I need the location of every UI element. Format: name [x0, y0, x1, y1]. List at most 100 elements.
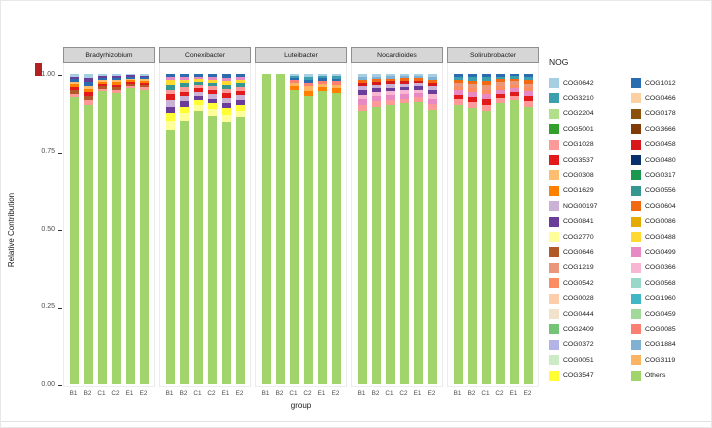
bar-segment: [208, 103, 217, 110]
legend-entry[interactable]: COG0542: [549, 277, 594, 289]
legend-entry-label: COG0642: [563, 79, 594, 87]
legend-entry[interactable]: COG3119: [631, 354, 675, 366]
legend-entry[interactable]: COG0642: [549, 77, 594, 89]
stacked-bar[interactable]: [290, 74, 299, 384]
stacked-bar[interactable]: [468, 74, 477, 384]
bar-segment: [496, 76, 505, 80]
legend-entry[interactable]: COG0372: [549, 339, 594, 351]
stacked-bar[interactable]: [112, 74, 121, 384]
legend-entry[interactable]: COG3537: [549, 154, 594, 166]
stacked-bar[interactable]: [166, 74, 175, 384]
legend-entry[interactable]: COG0444: [549, 308, 594, 320]
facet-panel: [351, 63, 443, 387]
bar-segment: [332, 84, 341, 89]
bar-segment: [332, 88, 341, 93]
legend-entry[interactable]: NOG00197: [549, 200, 597, 212]
stacked-bar[interactable]: [222, 74, 231, 384]
bar-segment: [428, 86, 437, 91]
legend-entry[interactable]: COG1219: [549, 262, 594, 274]
legend-entry[interactable]: COG0604: [631, 200, 676, 212]
stacked-bar[interactable]: [454, 74, 463, 384]
legend-entry[interactable]: COG0480: [631, 154, 676, 166]
bar-segment: [414, 75, 423, 79]
bar-segment: [208, 98, 217, 104]
legend-entry[interactable]: COG2204: [549, 108, 594, 120]
legend-entry[interactable]: COG1028: [549, 139, 594, 151]
legend-entry[interactable]: COG0556: [631, 185, 676, 197]
legend-entry[interactable]: COG0488: [631, 231, 676, 243]
bar-segment: [140, 74, 149, 76]
bar-segment: [304, 82, 313, 87]
stacked-bar[interactable]: [208, 74, 217, 384]
stacked-bar[interactable]: [482, 74, 491, 384]
bar-segment: [454, 90, 463, 95]
legend-entry[interactable]: COG0459: [631, 308, 676, 320]
legend-entry[interactable]: COG2770: [549, 231, 594, 243]
legend-entry[interactable]: COG0646: [549, 246, 594, 258]
stacked-bar[interactable]: [332, 74, 341, 384]
stacked-bar[interactable]: [428, 74, 437, 384]
legend-entry[interactable]: COG0317: [631, 169, 676, 181]
legend-entry[interactable]: COG0841: [549, 216, 594, 228]
legend-entry[interactable]: COG0028: [549, 293, 594, 305]
bar-segment: [126, 74, 135, 76]
legend-entry[interactable]: COG3666: [631, 123, 676, 135]
legend-key-swatch: [631, 293, 641, 304]
stacked-bar[interactable]: [386, 74, 395, 384]
facet-panel: [447, 63, 539, 387]
bar-segment-others: [290, 89, 299, 384]
legend-entry[interactable]: COG1012: [631, 77, 676, 89]
stacked-bar[interactable]: [236, 74, 245, 384]
bar-segment: [180, 76, 189, 80]
stacked-bar[interactable]: [126, 74, 135, 384]
stacked-bar[interactable]: [400, 74, 409, 384]
legend-key-swatch: [549, 201, 559, 212]
bar-segment: [482, 89, 491, 95]
stacked-bar[interactable]: [70, 74, 79, 384]
legend-entry[interactable]: COG1629: [549, 185, 594, 197]
stacked-bar[interactable]: [510, 74, 519, 384]
legend-entry[interactable]: COG0178: [631, 108, 676, 120]
stacked-bar[interactable]: [524, 74, 533, 384]
legend-entry[interactable]: COG3210: [549, 92, 594, 104]
bar-segment: [358, 94, 367, 100]
stacked-bar[interactable]: [358, 74, 367, 384]
stacked-bar[interactable]: [496, 74, 505, 384]
stacked-bar[interactable]: [304, 74, 313, 384]
legend-entry[interactable]: COG0085: [631, 323, 676, 335]
legend-entry[interactable]: COG0499: [631, 246, 676, 258]
legend-entry[interactable]: COG1960: [631, 293, 676, 305]
bar-segment: [236, 76, 245, 80]
legend-entry[interactable]: COG0051: [549, 354, 594, 366]
legend-entry[interactable]: COG0466: [631, 92, 676, 104]
legend-entry[interactable]: COG0458: [631, 139, 676, 151]
legend-entry[interactable]: COG3547: [549, 370, 594, 382]
stacked-bar[interactable]: [180, 74, 189, 384]
legend-entry[interactable]: COG0366: [631, 262, 676, 274]
legend-entry[interactable]: COG0086: [631, 216, 676, 228]
bar-segment: [372, 92, 381, 97]
legend-entry[interactable]: COG1884: [631, 339, 676, 351]
stacked-bar[interactable]: [140, 74, 149, 384]
stacked-bar[interactable]: [276, 74, 285, 384]
legend-key-swatch: [549, 139, 559, 150]
bar-segment: [290, 77, 299, 81]
legend-entry[interactable]: COG5001: [549, 123, 594, 135]
legend-key-swatch: [631, 324, 641, 335]
legend-entry[interactable]: COG0308: [549, 169, 594, 181]
stacked-bar[interactable]: [414, 74, 423, 384]
legend-entry[interactable]: COG0568: [631, 277, 676, 289]
bar-segment: [290, 75, 299, 78]
stacked-bar[interactable]: [372, 74, 381, 384]
stacked-bar[interactable]: [318, 74, 327, 384]
bar-segment: [126, 76, 135, 79]
legend-entry[interactable]: COG2409: [549, 323, 594, 335]
bar-segment: [180, 100, 189, 107]
bar-segment: [400, 83, 409, 88]
stacked-bar[interactable]: [84, 74, 93, 384]
stacked-bar[interactable]: [98, 74, 107, 384]
stacked-bar[interactable]: [194, 74, 203, 384]
legend-key-swatch: [631, 216, 641, 227]
legend-entry[interactable]: Others: [631, 370, 665, 382]
stacked-bar[interactable]: [262, 74, 271, 384]
